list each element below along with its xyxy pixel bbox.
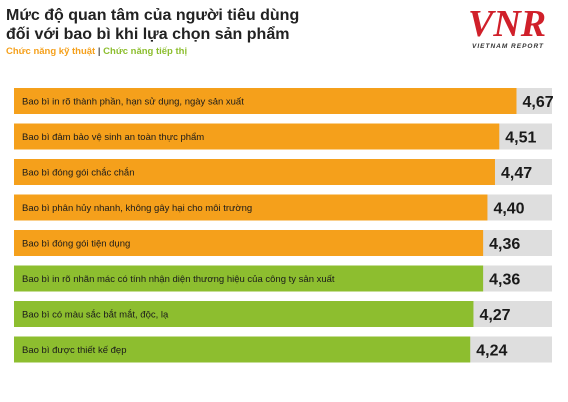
bar-4: [14, 194, 488, 221]
bar-label-3: Bao bì đóng gói chắc chắn: [22, 168, 135, 179]
bar-value-2: 4,51: [505, 130, 536, 147]
bar-label-4: Bao bì phân hủy nhanh, không gây hại cho…: [22, 203, 252, 214]
bar-7: [14, 301, 474, 327]
bar-value-4: 4,40: [493, 201, 524, 218]
vnr-logo-icon: VNR: [468, 3, 546, 45]
chart-title: Mức độ quan tâm của người tiêu dùng đối …: [6, 6, 406, 44]
bar-label-8: Bao bì được thiết kế đẹp: [22, 345, 127, 356]
bar-3: [14, 159, 495, 185]
bar-value-5: 4,36: [489, 236, 520, 253]
bar-1: [14, 88, 517, 114]
bar-label-5: Bao bì đóng gói tiện dụng: [22, 239, 130, 250]
bar-label-7: Bao bì có màu sắc bắt mắt, độc, lạ: [22, 310, 169, 321]
bar-value-3: 4,47: [501, 165, 532, 182]
bar-label-2: Bao bì đảm bảo vệ sinh an toàn thực phẩm: [22, 132, 204, 143]
vietnam-report-logo: VNR VIETNAM REPORT: [462, 0, 560, 56]
legend-technical: Chức năng kỹ thuật: [6, 46, 96, 57]
bar-value-7: 4,27: [479, 307, 510, 324]
legend-separator: |: [95, 46, 104, 57]
bar-8: [14, 336, 471, 363]
logo-mark: VNR: [468, 3, 546, 44]
bar-value-1: 4,67: [522, 94, 553, 111]
bar-label-1: Bao bì in rõ thành phần, hạn sử dụng, ng…: [22, 97, 244, 108]
logo-text: VIETNAM REPORT: [472, 43, 545, 50]
bar-2: [14, 123, 500, 150]
legend: Chức năng kỹ thuật | Chức năng tiếp thị: [6, 46, 187, 57]
legend-marketing: Chức năng tiếp thị: [103, 46, 188, 57]
bar-value-8: 4,24: [476, 343, 507, 360]
bar-5: [14, 230, 484, 256]
bar-6: [14, 265, 484, 292]
chart-title-line-1: Mức độ quan tâm của người tiêu dùng: [6, 7, 300, 24]
chart-title-line-2: đối với bao bì khi lựa chọn sản phẩm: [6, 26, 290, 43]
bar-label-6: Bao bì in rõ nhãn mác có tính nhận diện …: [22, 274, 335, 285]
bar-value-6: 4,36: [489, 272, 520, 289]
